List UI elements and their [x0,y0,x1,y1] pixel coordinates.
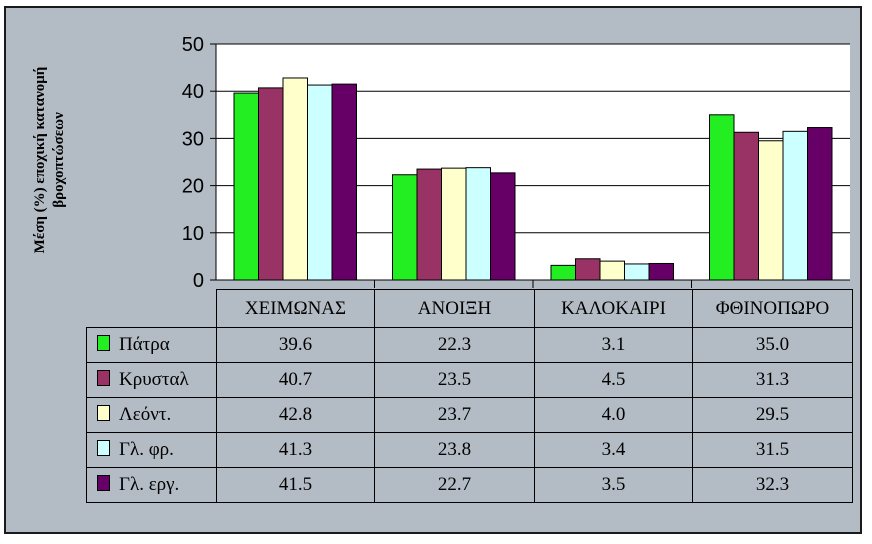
bar-5-4 [807,127,833,281]
bar-3-4 [758,140,784,281]
y-tick-label: 40 [182,81,204,103]
category-label: ΦΘΙΝΟΠΩΡΟ [692,289,853,328]
table-row: Λεόντ. 42.8 23.7 4.0 29.5 [86,397,853,433]
legend-entry: Λεόντ. [86,397,217,433]
series-name: Κρυσταλ [119,369,189,390]
table-row: Κρυσταλ 40.7 23.5 4.5 31.3 [86,362,853,398]
data-label: 23.7 [374,397,535,433]
bar-4-2 [465,167,491,281]
legend-entry: Γλ. εργ. [86,467,217,503]
bar-3-3 [599,260,625,281]
data-label: 41.3 [216,432,375,468]
legend-swatch [97,405,110,421]
data-label: 4.5 [534,362,693,398]
y-tick-label: 20 [182,176,204,198]
bar-4-4 [782,130,808,281]
legend-swatch [97,370,110,386]
series-name: Λεόντ. [119,404,172,425]
series-name: Γλ. εργ. [119,474,180,495]
data-label: 3.1 [534,327,693,363]
bar-2-3 [575,258,601,281]
y-tick-label: 0 [193,270,204,292]
category-label: ΑΝΟΙΞΗ [374,289,535,328]
category-label: ΧΕΙΜΩΝΑΣ [216,289,375,328]
bar-3-2 [441,167,467,281]
table-row: Γλ. φρ. 41.3 23.8 3.4 31.5 [86,432,853,468]
bar-5-1 [331,83,357,281]
data-label: 29.5 [692,397,853,433]
bar-4-1 [307,84,333,281]
bar-1-3 [550,264,576,281]
bar-1-4 [709,114,735,281]
data-label: 22.3 [374,327,535,363]
data-label: 40.7 [216,362,375,398]
bar-2-4 [733,131,759,281]
y-tick-label: 10 [182,223,204,245]
data-label: 3.4 [534,432,693,468]
data-label: 39.6 [216,327,375,363]
y-tick-label: 50 [182,34,204,56]
legend-swatch [97,335,110,351]
series-name: Πάτρα [119,334,170,355]
legend-entry: Πάτρα [86,327,217,363]
bar-5-3 [648,262,674,281]
data-label: 41.5 [216,467,375,503]
bar-2-2 [416,168,442,281]
data-table: ΧΕΙΜΩΝΑΣ ΑΝΟΙΞΗ ΚΑΛΟΚΑΙΡΙ ΦΘΙΝΟΠΩΡΟ Πάτρα 39.… [86,289,853,503]
bar-2-1 [258,87,284,281]
data-label: 23.5 [374,362,535,398]
bar-1-1 [233,92,259,281]
bar-4-3 [624,263,650,281]
legend-swatch [97,475,110,491]
table-corner [86,289,217,328]
series-name: Γλ. φρ. [119,439,174,460]
bar-3-1 [282,77,308,281]
data-label: 23.8 [374,432,535,468]
category-label: ΚΑΛΟΚΑΙΡΙ [534,289,693,328]
table-row: Γλ. εργ. 41.5 22.7 3.5 32.3 [86,467,853,503]
bar-5-2 [490,172,516,281]
table-row: Πάτρα 39.6 22.3 3.1 35.0 [86,327,853,363]
data-label: 31.5 [692,432,853,468]
data-label: 3.5 [534,467,693,503]
data-label: 42.8 [216,397,375,433]
data-label: 35.0 [692,327,853,363]
data-label: 31.3 [692,362,853,398]
data-label: 22.7 [374,467,535,503]
data-label: 4.0 [534,397,693,433]
legend-entry: Κρυσταλ [86,362,217,398]
y-tick-label: 30 [182,128,204,150]
legend-swatch [97,440,110,456]
bar-1-2 [392,174,418,281]
legend-entry: Γλ. φρ. [86,432,217,468]
data-label: 32.3 [692,467,853,503]
